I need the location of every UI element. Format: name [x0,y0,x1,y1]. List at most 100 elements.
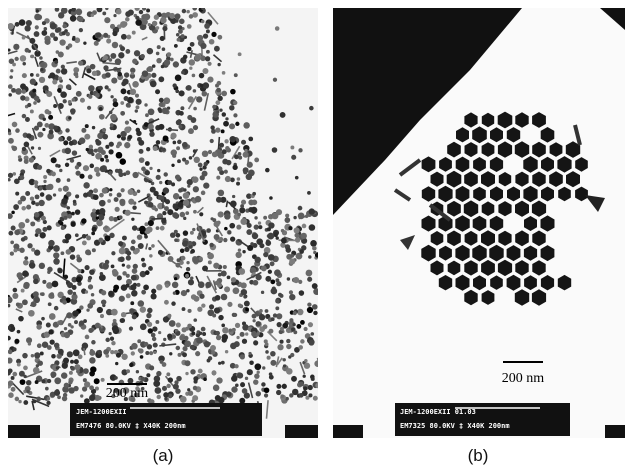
particle [74,37,80,43]
particle [263,252,268,257]
particle [91,153,94,156]
particle [92,126,95,129]
particle [77,269,81,273]
particle [228,231,232,235]
particle [279,340,283,344]
particle [131,240,136,245]
particle [46,401,50,405]
particle [159,181,162,184]
particle [157,395,161,399]
particle [289,294,295,300]
particle [174,277,177,280]
particle [237,177,241,181]
particle [54,306,59,311]
particle [119,199,125,205]
particle [145,113,149,117]
particle [264,393,268,397]
particle [67,136,72,141]
particle [23,400,28,405]
particle [53,125,58,130]
particle [71,7,76,12]
particle [124,127,131,134]
particle [183,230,188,235]
particle [81,218,86,223]
particle [275,299,279,303]
particle [49,72,55,78]
particle [167,314,171,318]
particle [70,254,76,260]
particle [214,307,220,313]
particle [8,231,13,236]
particle [103,349,109,355]
particle [148,108,155,115]
particle [206,50,210,54]
particle [222,71,226,75]
particle [231,375,237,381]
particle [233,101,237,105]
particle [224,139,228,143]
info-text: JEM-1200EXII [76,408,127,416]
particle [62,300,67,305]
particle [108,291,114,297]
particle [273,78,277,82]
particle [241,140,246,145]
particle [130,301,134,305]
particle [140,355,144,359]
particle [54,60,58,64]
particle [163,97,170,104]
particle [163,338,166,341]
particle [34,180,39,185]
particle [101,290,106,295]
particle [188,128,194,134]
particle [259,243,264,248]
particle [158,331,161,334]
particle [252,200,258,206]
particle [57,88,61,92]
particle [182,142,188,148]
particle [309,340,315,346]
particle [280,112,286,118]
particle [252,319,255,322]
particle [158,195,163,200]
particle [156,371,161,376]
particle [131,275,137,281]
particle [65,128,69,132]
particle [82,240,87,245]
particle [142,7,146,11]
particle [42,280,46,284]
particle [235,122,239,126]
particle [180,248,185,253]
particle [203,377,207,381]
particle [126,103,131,108]
particle [88,328,93,333]
particle [176,120,182,126]
particle [218,362,221,365]
particle [29,38,35,44]
particle [168,377,173,382]
particle [304,327,308,331]
particle [261,266,267,272]
nanorod [84,348,85,355]
particle [286,368,293,375]
particle [188,241,193,246]
particle [93,194,99,200]
particle [96,6,102,12]
particle [147,48,153,54]
particle [233,113,237,117]
particle [146,147,150,151]
particle [12,63,16,67]
particle [183,55,187,59]
particle [232,328,236,332]
particle [78,60,83,65]
particle [145,170,150,175]
particle [118,241,123,246]
particle [110,337,114,341]
particle [34,352,40,358]
particle [309,106,314,111]
particle [22,62,25,65]
particle [180,106,184,110]
particle [86,308,89,311]
particle [94,41,99,46]
particle [59,169,62,172]
particle [240,282,246,288]
